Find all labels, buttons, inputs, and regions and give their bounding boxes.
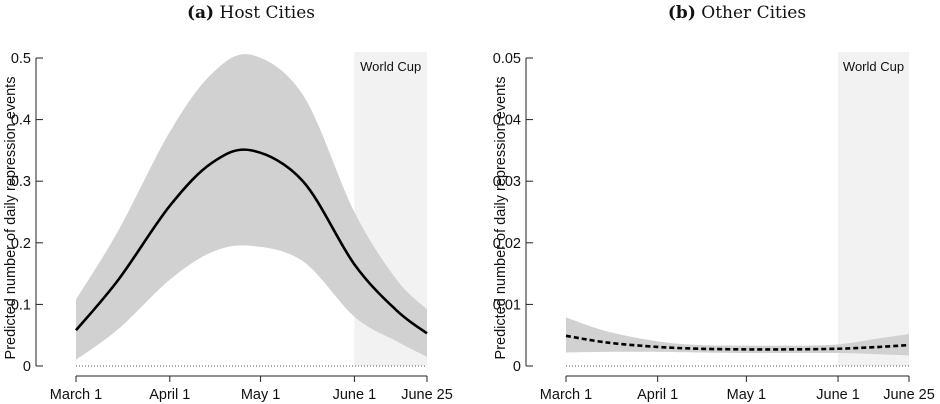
y-tick-label: 0.3: [11, 174, 31, 190]
x-tick-label: March 1: [50, 387, 102, 403]
confidence-band-series-0: [76, 54, 427, 360]
world-cup-label: World Cup: [843, 59, 904, 74]
confidence-band-series-0: [566, 317, 909, 356]
x-tick-label: June 1: [333, 387, 377, 403]
x-tick-label: June 25: [401, 387, 453, 403]
y-tick-label: 0.05: [493, 51, 521, 67]
prediction-line-series-0: [565, 334, 910, 351]
chart-panel-b: World Cup 0 0.01 0.02 0.03 0.04 0.05 March 1 Apr…: [493, 3, 935, 403]
y-tick-label: 0.03: [493, 174, 521, 190]
x-tick-label: April 1: [637, 387, 678, 403]
y-tick-label: 0: [23, 359, 31, 375]
y-axis-label: Predicted number of daily repression eve…: [3, 77, 19, 360]
y-axis-label: Predicted number of daily repression eve…: [493, 77, 509, 360]
x-tick-label: May 1: [241, 387, 281, 403]
world-cup-label: World Cup: [360, 59, 421, 74]
y-tick-label: 0.4: [11, 113, 31, 129]
y-tick-label: 0.04: [493, 113, 521, 129]
panel-title-text: Host Cities: [214, 3, 315, 23]
chart-panel-a: World Cup 0 0.1 0.2 0.3 0.4 0.5 March 1 April 1 M…: [3, 3, 453, 403]
x-tick-label: June 1: [816, 387, 860, 403]
x-tick-label: March 1: [540, 387, 592, 403]
world-cup-shaded-region: [838, 52, 909, 366]
prediction-line-series-0: [75, 148, 428, 335]
y-tick-label: 0.02: [493, 236, 521, 252]
panel-title: (a) Host Cities: [187, 3, 315, 23]
panel-title: (b) Other Cities: [668, 3, 806, 23]
panel-tag: (a): [187, 3, 214, 23]
panel-tag: (b): [668, 3, 696, 23]
x-tick-label: June 25: [883, 387, 935, 403]
y-tick-label: 0.5: [11, 51, 31, 67]
y-tick-label: 0.2: [11, 236, 31, 252]
x-tick-label: April 1: [149, 387, 190, 403]
y-tick-label: 0.01: [493, 297, 521, 313]
y-tick-label: 0: [513, 359, 521, 375]
x-tick-label: May 1: [727, 387, 767, 403]
panel-title-text: Other Cities: [696, 3, 806, 23]
y-tick-label: 0.1: [11, 297, 31, 313]
